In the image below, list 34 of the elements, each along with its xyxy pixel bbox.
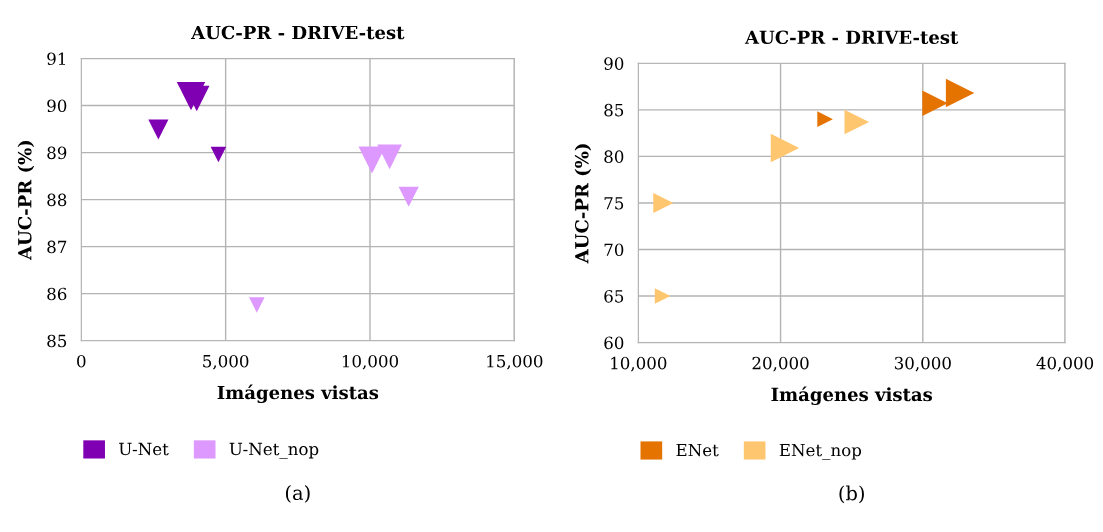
x-axis-title: Imágenes vistas [771, 386, 933, 405]
legend-label: U-Net [119, 442, 169, 456]
x-tick-label: 10,000 [342, 354, 399, 370]
y-tick-label: 88 [47, 193, 67, 207]
y-tick-label: 90 [604, 57, 624, 70]
chart-title: AUC-PR - DRIVE-test [744, 30, 959, 45]
x-tick-label: 15,000 [487, 354, 543, 370]
chart-title: AUC-PR - DRIVE-test [191, 25, 405, 40]
x-axis-title: Imágenes vistas [217, 384, 379, 404]
legend-label: ENet_nop [779, 443, 862, 460]
x-tick-label: 20,000 [752, 356, 809, 372]
y-tick-label: 89 [47, 146, 67, 160]
x-tick-label: 5,000 [203, 354, 249, 370]
y-tick-label: 70 [604, 243, 624, 257]
y-tick-label: 85 [604, 103, 624, 117]
y-tick-label: 87 [47, 240, 67, 254]
legend-label: ENet [676, 443, 719, 457]
y-tick-label: 65 [604, 290, 624, 303]
text: (a) [285, 485, 310, 503]
x-tick-label: 10,000 [611, 356, 667, 372]
y-tick-label: 85 [47, 334, 67, 348]
y-tick-label: 80 [604, 150, 624, 163]
y-tick-label: 75 [604, 197, 624, 210]
y-axis-title: AUC-PR (%) [574, 144, 592, 264]
y-tick-label: 91 [47, 52, 66, 66]
x-tick-label: 30,000 [894, 356, 951, 372]
x-tick-label: 40,000 [1036, 356, 1094, 372]
y-axis-title: AUC-PR (%) [17, 140, 35, 261]
y-tick-label: 90 [47, 99, 67, 113]
legend-label: U-Net_nop [229, 442, 319, 459]
text: (b) [839, 485, 864, 504]
x-tick-label: 0 [77, 354, 86, 368]
y-tick-label: 60 [604, 336, 624, 350]
y-tick-label: 86 [47, 287, 67, 301]
